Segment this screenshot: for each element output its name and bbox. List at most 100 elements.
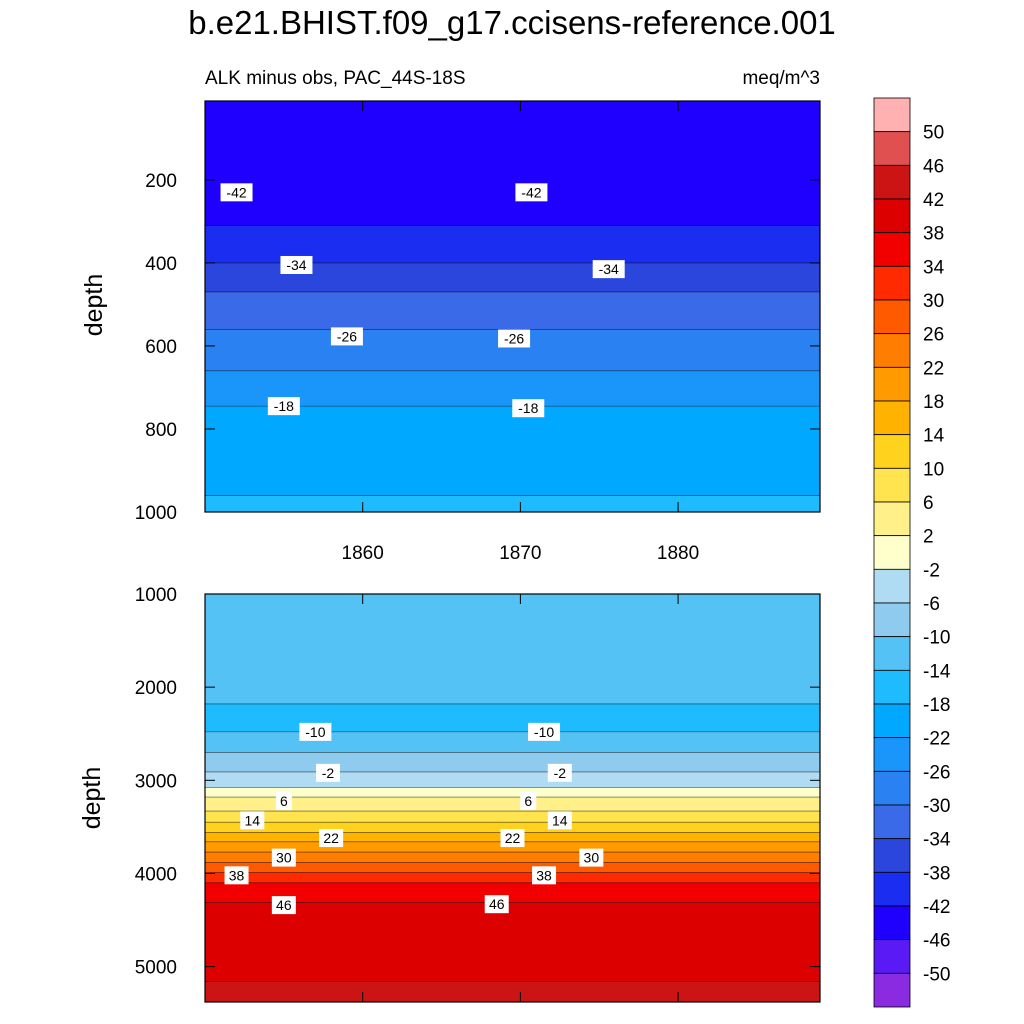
colorbar-label: -34	[923, 830, 951, 851]
lower-y-tick-label: 2000	[135, 678, 177, 699]
lower-y-tick-label: 5000	[135, 958, 177, 979]
lower-contour-label: -2	[322, 765, 335, 781]
upper-x-tick-label: 1870	[499, 543, 541, 564]
lower-contour-label-bg	[271, 896, 296, 915]
colorbar-swatch	[873, 602, 911, 638]
lower-contour-label: 14	[552, 812, 568, 828]
lower-contour-field	[205, 594, 820, 1002]
lower-contour-label: 22	[323, 830, 339, 846]
lower-contour-label: -2	[554, 765, 567, 781]
upper-contour-label: -42	[226, 184, 246, 200]
lower-y-tick-label: 4000	[135, 864, 177, 885]
lower-contour-label-bg	[271, 848, 296, 867]
lower-contour-label-bg	[224, 866, 249, 885]
upper-contour-label: -34	[599, 261, 619, 277]
lower-y-tick-label: 3000	[135, 771, 177, 792]
lower-contour-label: 30	[276, 850, 292, 866]
upper-y-tick-label: 800	[145, 420, 177, 441]
upper-contour-label: -42	[521, 184, 541, 200]
lower-panel: 1000 2000 3000 4000 5000 -10 -10 -2 -2 6 6 14 14 22 22…	[135, 585, 821, 1003]
colorbar-label: -10	[923, 628, 950, 649]
lower-contour-label-bg	[275, 791, 292, 810]
colorbar-swatch	[873, 434, 911, 469]
upper-x-tick-label: 1860	[342, 543, 384, 564]
lower-contour-label: 46	[276, 897, 292, 913]
lower-y-tick-label: 1000	[135, 585, 177, 606]
upper-contour-label: -26	[504, 330, 524, 346]
upper-contour-label-bg	[330, 327, 363, 346]
colorbar-label: 46	[923, 156, 944, 177]
lower-contour-label: 6	[280, 793, 288, 809]
colorbar-swatch	[873, 232, 911, 267]
upper-band	[205, 101, 820, 226]
colorbar-label: -6	[923, 594, 940, 615]
colorbar-swatch	[873, 568, 911, 604]
lower-band	[205, 594, 820, 704]
lower-contour-label-bg	[319, 829, 344, 848]
colorbar-swatch	[873, 299, 911, 335]
lower-contour-label-bg	[520, 791, 537, 810]
chart-title: b.e21.BHIST.f09_g17.ccisens-reference.00…	[188, 4, 836, 41]
upper-contour-label-bg	[592, 260, 625, 279]
colorbar-swatch	[873, 333, 911, 368]
colorbar-swatch	[873, 804, 911, 840]
colorbar-label: 30	[923, 291, 944, 312]
lower-contour-label: 46	[489, 896, 505, 912]
lower-contour-label: 38	[536, 867, 552, 883]
colorbar: 50 46 42 38 34 30 26 22 18 14 10 6 2 -2 -6 -10 -14 -18 -22…	[873, 97, 951, 1008]
colorbar-label: -26	[923, 762, 950, 783]
upper-contour-label-bg	[220, 183, 253, 202]
colorbar-swatch	[873, 131, 911, 166]
lower-contour-label: 22	[505, 830, 521, 846]
lower-y-axis-label: depth	[78, 767, 106, 830]
lower-contour-label-bg	[240, 811, 265, 830]
colorbar-swatch	[873, 737, 911, 772]
colorbar-label: 10	[923, 459, 944, 480]
lower-contour-label-bg	[500, 829, 525, 848]
colorbar-swatch	[873, 400, 911, 436]
upper-contour-label-bg	[280, 255, 313, 274]
colorbar-label: 2	[923, 527, 934, 548]
colorbar-label: 38	[923, 224, 944, 245]
colorbar-label: -42	[923, 897, 950, 918]
upper-y-tick-label: 200	[145, 171, 177, 192]
lower-contour-label-bg	[547, 763, 572, 782]
colorbar-swatch	[873, 366, 911, 402]
upper-contour-label-bg	[515, 183, 548, 202]
lower-contour-label-bg	[528, 722, 561, 741]
colorbar-swatch	[873, 770, 911, 806]
colorbar-label: 26	[923, 325, 944, 346]
colorbar-swatch	[873, 265, 911, 301]
colorbar-swatch	[873, 871, 911, 907]
colorbar-label: 42	[923, 190, 944, 211]
colorbar-swatch	[873, 97, 911, 133]
colorbar-swatch	[873, 703, 911, 739]
colorbar-label: 14	[923, 426, 945, 447]
upper-contour-field	[205, 101, 820, 512]
colorbar-label: -46	[923, 931, 950, 952]
units-label: meq/m^3	[742, 68, 820, 89]
lower-contour-label-bg	[579, 848, 604, 867]
upper-frame	[204, 100, 821, 513]
lower-contour-label: 14	[245, 812, 261, 828]
colorbar-label: -38	[923, 863, 950, 884]
lower-contour-label: -10	[534, 724, 554, 740]
upper-contour-label: -34	[286, 257, 306, 273]
lower-contour-label: 38	[229, 867, 245, 883]
upper-contour-label-bg	[267, 397, 300, 416]
colorbar-swatch	[873, 467, 911, 503]
colorbar-swatch	[873, 198, 911, 234]
lower-contour-label-bg	[532, 866, 557, 885]
colorbar-label: -30	[923, 796, 950, 817]
colorbar-swatch	[873, 905, 911, 941]
lower-contour-label: -10	[305, 724, 325, 740]
upper-y-tick-label: 400	[145, 254, 177, 275]
upper-y-axis-label: depth	[80, 274, 108, 337]
colorbar-label: -22	[923, 729, 950, 750]
lower-contour-label-bg	[316, 763, 340, 782]
subtitle-left: ALK minus obs, PAC_44S-18S	[205, 68, 466, 89]
lower-contour-label: 30	[584, 850, 600, 866]
upper-contour-label-bg	[512, 399, 545, 418]
colorbar-label: 22	[923, 358, 944, 379]
